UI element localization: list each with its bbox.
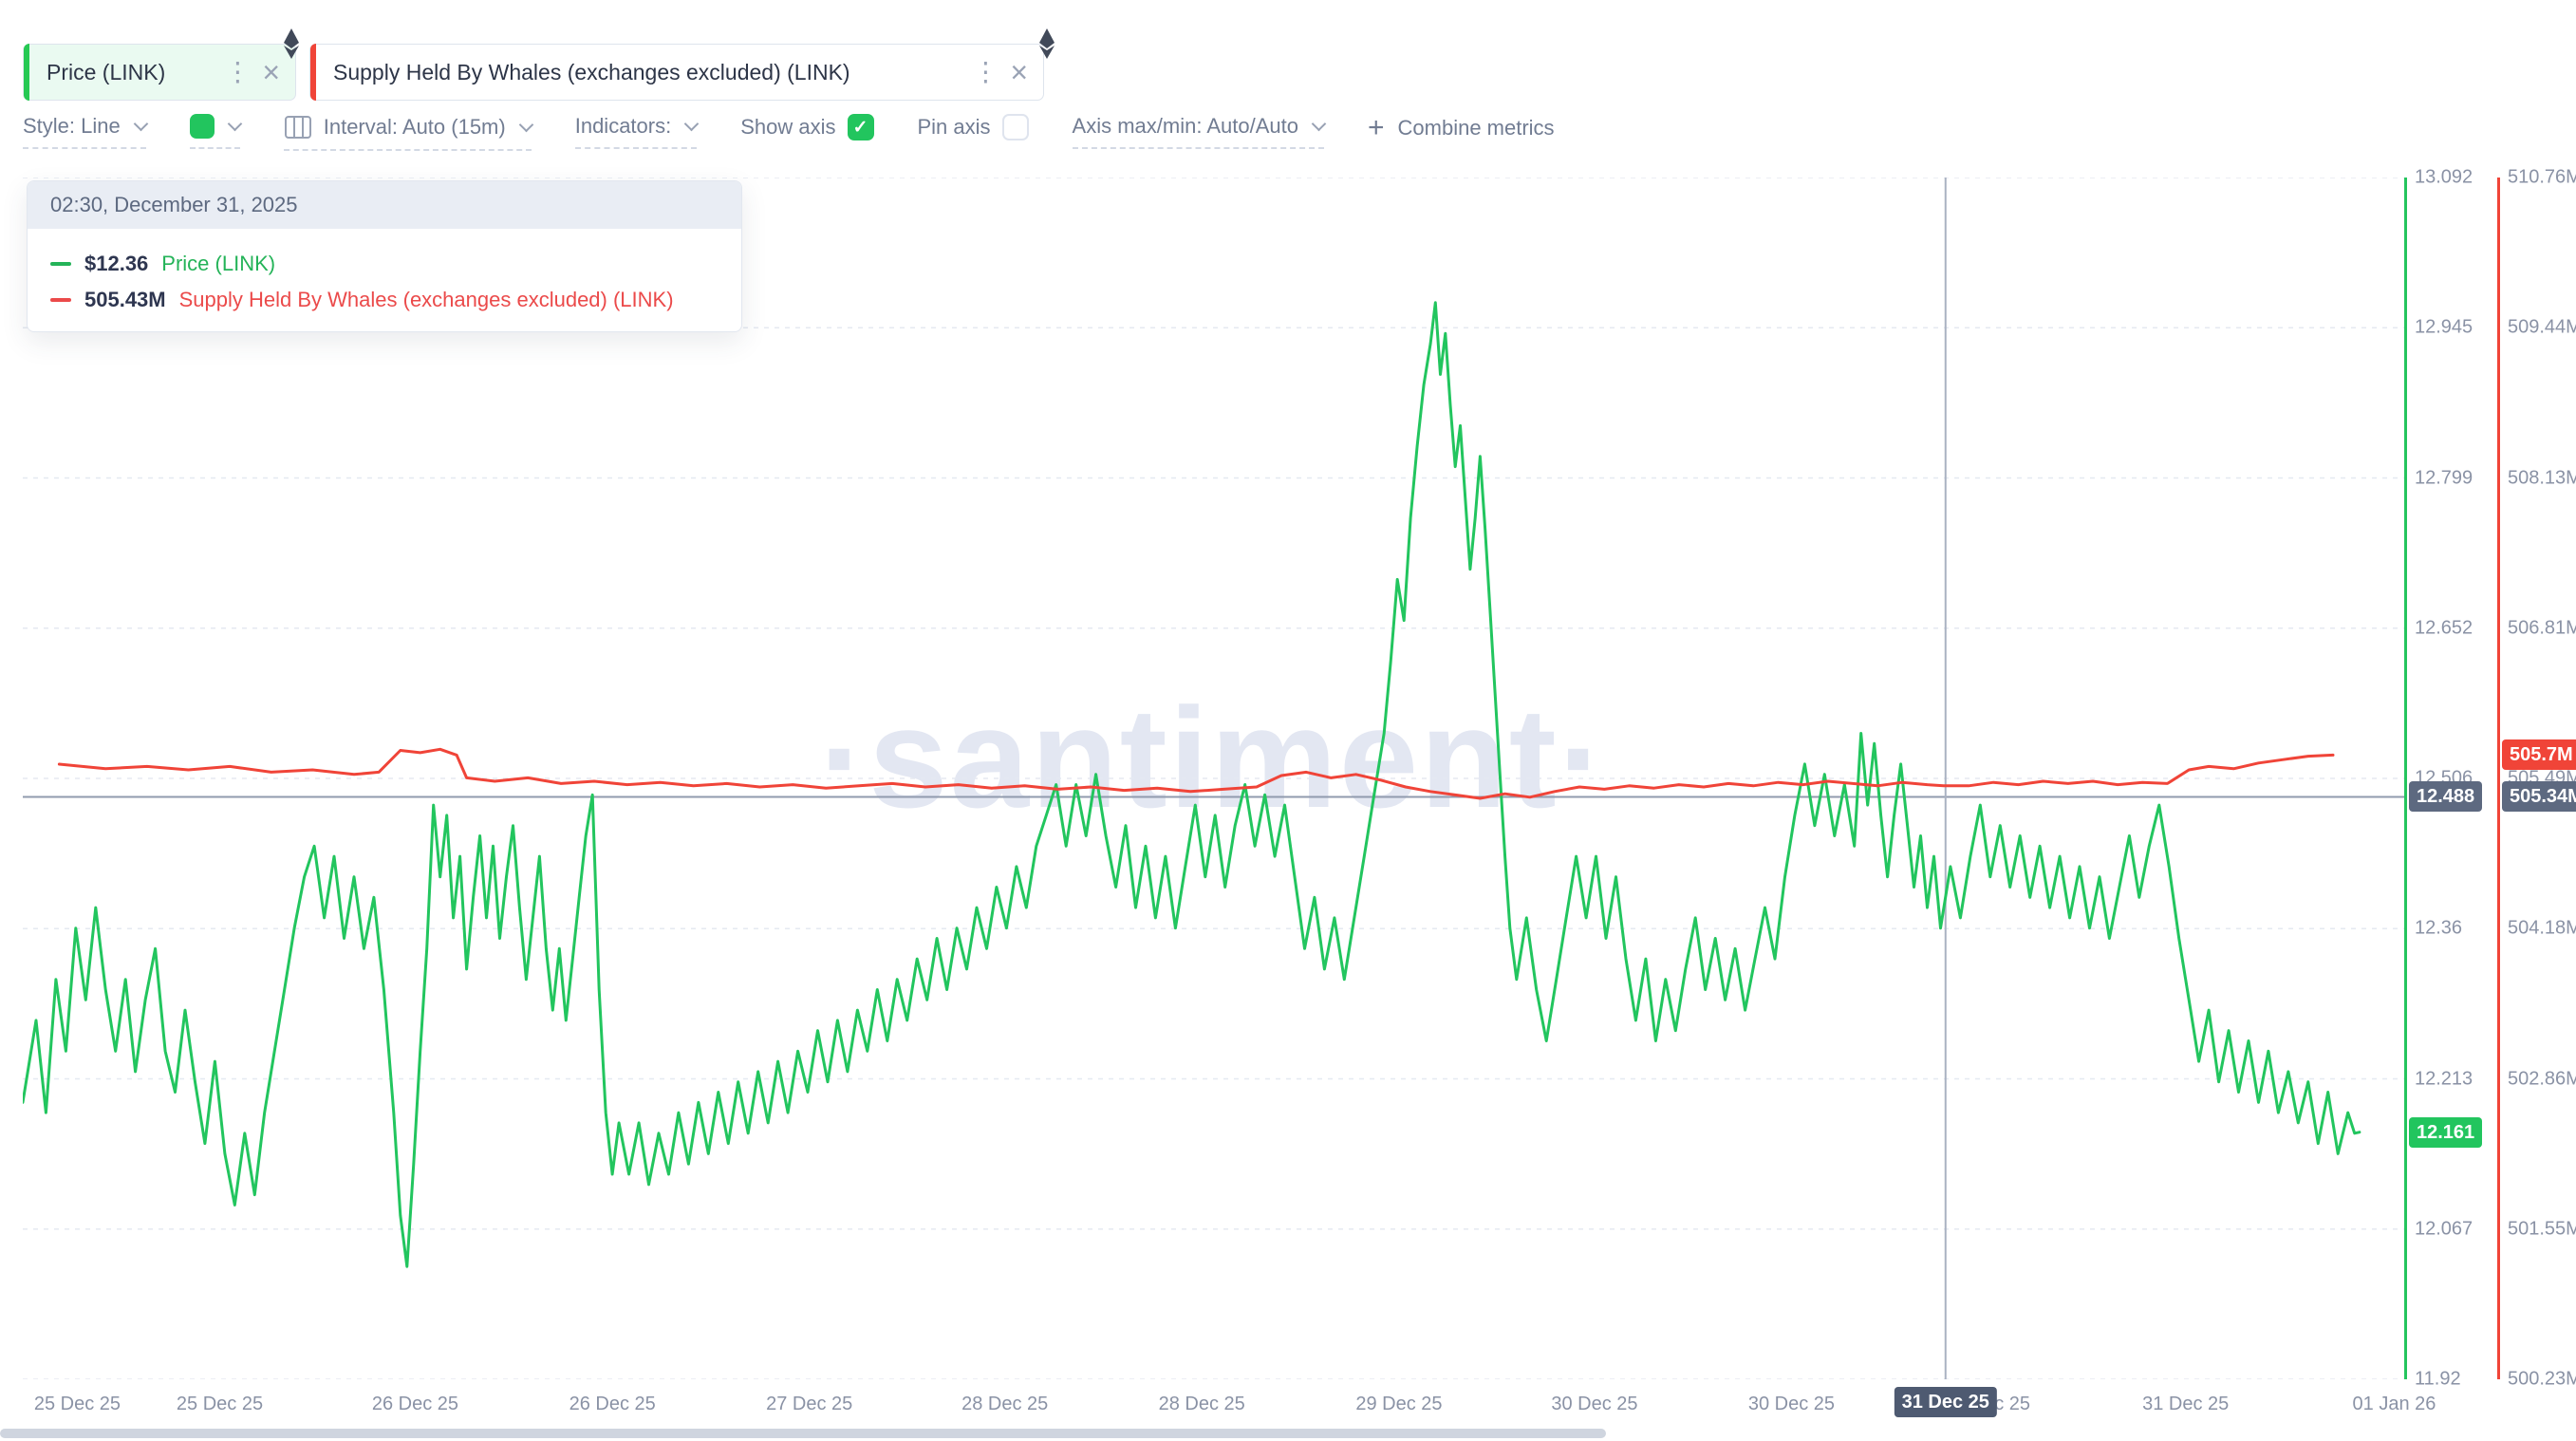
price-current-value-badge: 12.161	[2409, 1116, 2483, 1148]
chevron-down-icon	[227, 116, 243, 132]
x-axis-label: 30 Dec 25	[1551, 1394, 1638, 1414]
chevron-down-icon	[518, 117, 533, 133]
supply-crosshair-badge: 505.34M	[2502, 780, 2576, 812]
axis-tick-label: 12.067	[2415, 1218, 2473, 1240]
tab-accent-bar	[310, 44, 316, 101]
axis-tick-label: 508.13M	[2508, 467, 2576, 488]
supply-axis-line	[2497, 178, 2500, 1379]
metric-tab-price[interactable]: Price (LINK) ⋮ ×	[23, 44, 296, 101]
axis-tick-label: 506.81M	[2508, 617, 2576, 639]
price-axis-line	[2404, 178, 2407, 1379]
price-axis-ticks: 13.092 12.945 12.799 12.652 12.506 12.36 12.21…	[2415, 167, 2494, 1390]
show-axis-toggle[interactable]: Show axis ✓	[740, 114, 874, 149]
indicators-label: Indicators:	[574, 114, 672, 138]
chart-plot-area[interactable]	[23, 178, 2404, 1379]
tooltip-price-value: $12.36	[84, 252, 149, 275]
supply-axis-ticks: 510.76M 509.44M 508.13M 506.81M 505.49M 504.1…	[2508, 167, 2576, 1390]
x-axis-label: 28 Dec 25	[961, 1394, 1049, 1414]
axis-tick-label: 509.44M	[2508, 316, 2576, 338]
tooltip-row-supply: 505.43M Supply Held By Whales (exchanges…	[50, 288, 719, 312]
axis-tick-label: 504.18M	[2508, 917, 2576, 939]
x-axis-label: 30 Dec 25	[1747, 1394, 1836, 1414]
axis-tick-label: 500.23M	[2508, 1368, 2576, 1390]
color-selector[interactable]	[189, 114, 243, 149]
metric-tab-supply[interactable]: Supply Held By Whales (exchanges exclude…	[309, 44, 1044, 101]
chevron-down-icon	[133, 116, 149, 132]
combine-metrics-button[interactable]: + Combine metrics	[1368, 114, 1555, 151]
show-axis-checkbox[interactable]: ✓	[847, 114, 874, 140]
chevron-down-icon	[683, 116, 700, 132]
x-crosshair-date-badge: 31 Dec 25	[1894, 1387, 1997, 1417]
axis-maxmin-label: Axis max/min: Auto/Auto	[1072, 114, 1298, 138]
supply-line-dash-icon	[50, 298, 71, 302]
pin-axis-checkbox[interactable]	[1001, 114, 1029, 140]
supply-current-value-badge: 505.7M	[2502, 739, 2576, 771]
chart-tooltip: 02:30, December 31, 2025 $12.36 Price (L…	[27, 180, 742, 332]
chevron-down-icon	[1311, 116, 1327, 132]
metric-tab-price-label: Price (LINK)	[47, 59, 166, 84]
x-axis-label: 28 Dec 25	[1158, 1394, 1245, 1414]
tooltip-timestamp: 02:30, December 31, 2025	[28, 181, 741, 229]
drag-handle-diamond-icon[interactable]	[1038, 28, 1055, 59]
x-axis-label: 26 Dec 25	[371, 1394, 459, 1414]
plus-icon: +	[1367, 112, 1385, 143]
axis-tick-label: 12.36	[2415, 917, 2463, 939]
style-selector[interactable]: Style: Line	[23, 114, 149, 149]
metric-tab-supply-label: Supply Held By Whales (exchanges exclude…	[333, 59, 850, 84]
show-axis-label: Show axis	[740, 115, 836, 139]
combine-metrics-label: Combine metrics	[1397, 116, 1555, 140]
tooltip-supply-label: Supply Held By Whales (exchanges exclude…	[178, 288, 674, 311]
x-axis-labels: 25 Dec 25 25 Dec 25 26 Dec 25 26 Dec 25 27 D…	[23, 1389, 2436, 1421]
indicators-selector[interactable]: Indicators:	[574, 114, 700, 149]
tab-accent-bar	[24, 44, 29, 101]
close-icon[interactable]: ×	[262, 55, 280, 89]
tooltip-row-price: $12.36 Price (LINK)	[50, 252, 719, 276]
axis-tick-label: 12.213	[2415, 1068, 2473, 1089]
pin-axis-toggle[interactable]: Pin axis	[918, 114, 1029, 149]
drag-handle-diamond-icon[interactable]	[283, 28, 300, 59]
pin-axis-label: Pin axis	[917, 115, 991, 139]
line-color-swatch[interactable]	[189, 114, 215, 139]
close-icon[interactable]: ×	[1010, 55, 1028, 89]
kebab-menu-icon[interactable]: ⋮	[972, 57, 999, 86]
chart-toolbar: Style: Line Interval: Auto (15m) Indicat…	[23, 114, 1555, 161]
x-axis-label: 27 Dec 25	[766, 1394, 853, 1414]
x-axis-label: 26 Dec 25	[569, 1394, 656, 1414]
axis-tick-label: 510.76M	[2508, 166, 2576, 188]
axis-tick-label: 13.092	[2415, 166, 2473, 188]
price-line-dash-icon	[50, 262, 71, 266]
x-axis-label: 29 Dec 25	[1355, 1394, 1443, 1414]
horizontal-scrollbar[interactable]	[0, 1429, 1606, 1438]
interval-icon	[284, 116, 311, 139]
tooltip-price-label: Price (LINK)	[161, 252, 276, 275]
style-label: Style: Line	[23, 114, 121, 138]
axis-tick-label: 12.652	[2415, 617, 2473, 639]
axis-tick-label: 11.92	[2415, 1368, 2461, 1390]
interval-label: Interval: Auto (15m)	[323, 115, 506, 139]
x-axis-label: 25 Dec 25	[33, 1394, 121, 1414]
x-axis-label: 31 Dec 25	[2142, 1394, 2230, 1414]
tooltip-supply-value: 505.43M	[84, 288, 166, 311]
x-axis-label: 25 Dec 25	[176, 1394, 264, 1414]
x-axis-label: 01 Jan 26	[2352, 1394, 2436, 1414]
price-crosshair-badge: 12.488	[2409, 781, 2483, 813]
axis-tick-label: 12.799	[2415, 467, 2473, 488]
kebab-menu-icon[interactable]: ⋮	[224, 57, 252, 86]
interval-selector[interactable]: Interval: Auto (15m)	[283, 114, 533, 151]
axis-maxmin-selector[interactable]: Axis max/min: Auto/Auto	[1072, 114, 1327, 149]
axis-tick-label: 12.945	[2415, 316, 2473, 338]
axis-tick-label: 501.55M	[2508, 1218, 2576, 1240]
axis-tick-label: 502.86M	[2508, 1068, 2576, 1089]
